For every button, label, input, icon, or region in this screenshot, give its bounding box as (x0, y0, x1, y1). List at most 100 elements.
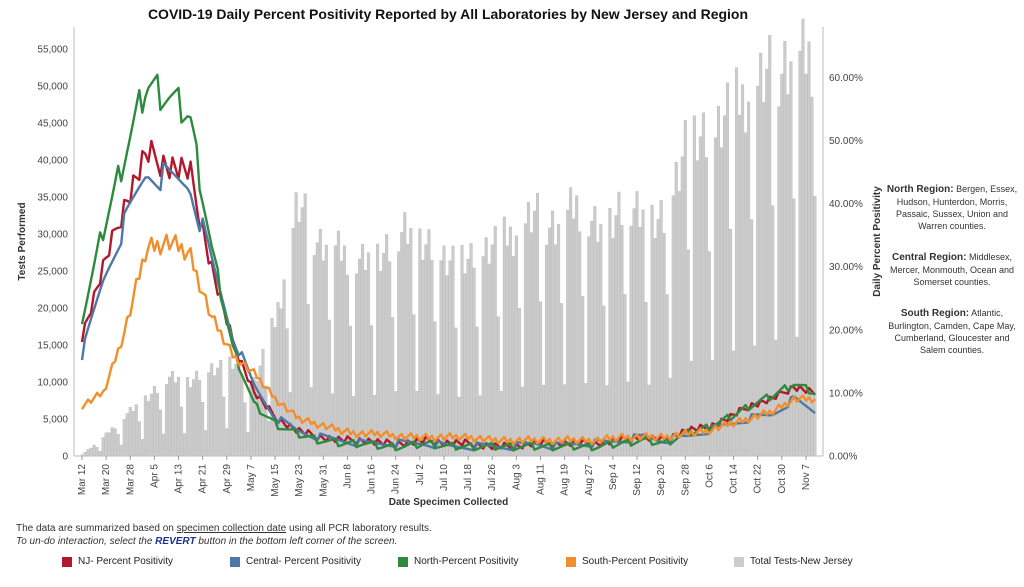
test-bar (294, 192, 298, 457)
test-bar (508, 226, 512, 457)
legend-swatch-central (230, 556, 240, 567)
test-bar (539, 301, 543, 457)
test-bar (237, 359, 241, 457)
test-bar (339, 260, 343, 457)
test-bar (732, 350, 736, 457)
x-tick-label: Jul 2 (415, 464, 426, 486)
test-bar (364, 269, 368, 457)
legend-item-total-tests[interactable]: Total Tests-New Jersey (734, 556, 853, 567)
left-tick-label: 0 (62, 452, 68, 463)
x-tick-label: Jul 10 (439, 464, 450, 491)
test-bar (542, 385, 546, 457)
test-bar (765, 68, 769, 457)
test-bar (677, 191, 681, 457)
left-tick-label: 10,000 (37, 378, 68, 389)
test-bar (243, 402, 247, 457)
right-axis-title: Daily Percent Positivity (872, 186, 883, 297)
x-tick-label: Jun 8 (342, 464, 353, 489)
test-bar (653, 238, 657, 457)
legend-item-south[interactable]: South-Percent Positivity (566, 556, 688, 567)
test-bar (457, 396, 461, 457)
test-bar (493, 226, 497, 457)
region-notes: North Region: Bergen, Essex, Hudson, Hun… (884, 183, 1020, 375)
x-tick-label: Jun 24 (391, 464, 402, 494)
legend-swatch-total-tests (734, 556, 744, 567)
test-bar (810, 96, 814, 457)
test-bar (523, 223, 527, 457)
test-bar (146, 401, 150, 457)
x-tick-label: Jul 26 (487, 464, 498, 491)
x-tick-label: Sep 28 (680, 464, 691, 496)
test-bar (327, 319, 331, 457)
test-bar (195, 370, 199, 457)
test-bar (587, 236, 591, 457)
test-bar (201, 401, 205, 457)
specimen-collection-link[interactable]: specimen collection date (176, 523, 287, 534)
test-bar (424, 244, 428, 457)
test-bar (551, 210, 555, 457)
test-bar (285, 328, 289, 457)
test-bar (92, 444, 96, 457)
test-bar (605, 385, 609, 457)
test-bar (273, 327, 277, 457)
test-bar (487, 263, 491, 457)
test-bar (526, 202, 530, 457)
test-bar (137, 421, 141, 457)
test-bar (545, 244, 549, 457)
test-bar (638, 226, 642, 457)
test-bar (89, 447, 93, 457)
left-tick-label: 20,000 (37, 304, 68, 315)
test-bar (753, 345, 757, 457)
legend-item-central[interactable]: Central- Percent Positivity (230, 556, 361, 567)
test-bar (557, 224, 561, 457)
test-bar (686, 249, 690, 457)
x-tick-label: Mar 28 (125, 464, 136, 496)
test-bar (738, 114, 742, 457)
test-bar (698, 136, 702, 457)
test-bar (626, 381, 630, 457)
x-tick-label: Mar 20 (101, 464, 112, 496)
x-tick-label: Oct 14 (729, 464, 740, 494)
test-bar (445, 275, 449, 457)
test-bar (267, 420, 271, 457)
test-bar (475, 326, 479, 457)
test-bar (572, 218, 576, 457)
test-bar (333, 245, 337, 457)
test-bar (312, 255, 316, 457)
test-bar (155, 392, 159, 457)
legend-item-north[interactable]: North-Percent Positivity (398, 556, 518, 567)
test-bar (617, 191, 621, 457)
test-bar (560, 303, 564, 457)
chart-canvas: 0 5,000 10,000 15,000 20,000 25,000 30,000 35,0… (17, 18, 883, 508)
north-region-note: North Region: Bergen, Essex, Hudson, Hun… (886, 184, 1018, 231)
x-tick-label: May 23 (294, 464, 305, 497)
test-bar (318, 229, 322, 457)
central-region-note: Central Region: Middlesex, Mercer, Monmo… (889, 252, 1015, 287)
test-bar (219, 360, 223, 457)
test-bar (391, 317, 395, 457)
test-bar (789, 61, 793, 457)
test-bar (659, 200, 663, 457)
left-tick-label: 55,000 (37, 45, 68, 56)
test-bar (336, 230, 340, 457)
legend-item-nj[interactable]: NJ- Percent Positivity (62, 556, 173, 567)
test-bar (430, 260, 434, 457)
test-bar (635, 191, 639, 457)
x-tick-label: Jul 18 (463, 464, 474, 491)
test-bar (502, 216, 506, 457)
test-bar (747, 101, 751, 457)
test-bar (306, 304, 310, 457)
test-bar (593, 206, 597, 457)
x-tick-label: Apr 5 (149, 464, 160, 488)
test-bar (671, 195, 675, 457)
test-bar (692, 115, 696, 457)
test-bar (807, 41, 811, 457)
test-bar (385, 234, 389, 457)
right-tick-label: 60.00% (829, 73, 863, 84)
right-tick-label: 40.00% (829, 199, 863, 210)
test-bar (463, 273, 467, 457)
right-tick-label: 0.00% (829, 452, 857, 463)
test-bar (255, 381, 259, 457)
test-bar (750, 219, 754, 457)
test-bar (131, 410, 135, 457)
